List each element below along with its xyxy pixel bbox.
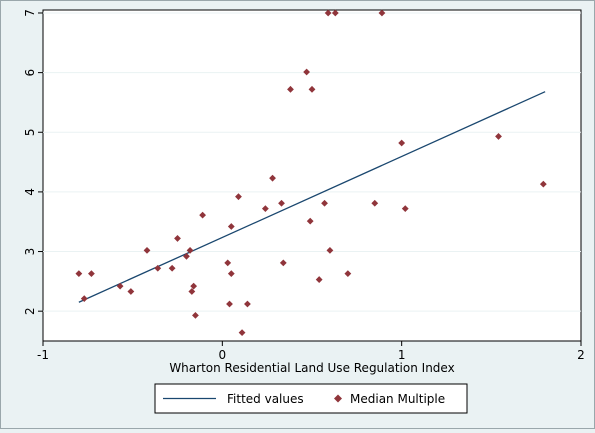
median-multiple-point: [401, 205, 409, 212]
y-tick-label: 3: [23, 248, 37, 256]
median-multiple-point: [495, 133, 502, 140]
axis-layer: 2 3 4 5 6 7 -1 0 1 2: [23, 9, 585, 362]
median-multiple-point: [287, 85, 294, 93]
plot-area: [42, 9, 582, 342]
median-multiple-point: [143, 246, 151, 254]
y-tick-label: 2: [23, 307, 37, 315]
y-tick-label: 7: [23, 9, 37, 17]
median-multiple-point: [174, 235, 181, 242]
median-multiple-point: [371, 199, 379, 207]
median-multiple-point: [278, 199, 285, 207]
median-multiple-point: [539, 180, 547, 188]
median-multiple-point: [154, 264, 162, 272]
median-multiple-point: [303, 68, 311, 76]
median-multiple-point: [331, 9, 339, 17]
median-multiple-point: [306, 217, 314, 225]
median-multiple-point: [321, 199, 328, 207]
median-multiple-point: [88, 270, 95, 278]
median-multiple-point: [324, 9, 332, 17]
median-multiple-point: [183, 252, 190, 260]
median-multiple-point: [308, 85, 316, 93]
median-multiple-point: [127, 288, 135, 295]
median-multiple-point: [244, 300, 251, 308]
median-multiple-point: [344, 270, 352, 278]
median-multiple-point: [279, 259, 287, 267]
y-tick-label: 6: [23, 69, 37, 77]
median-multiple-point: [326, 246, 334, 254]
median-multiple-point: [168, 264, 176, 272]
median-multiple-point: [227, 270, 235, 278]
median-multiple-point: [238, 329, 246, 337]
median-multiple-point: [378, 9, 386, 17]
x-tick-label: 2: [577, 348, 585, 362]
x-tick-label: 1: [398, 348, 406, 362]
x-axis-title: Wharton Residential Land Use Regulation …: [169, 361, 454, 375]
median-multiple-point: [80, 295, 88, 303]
legend-diamond-marker-swatch: [334, 394, 342, 403]
x-tick-label: 0: [219, 348, 227, 362]
x-tick-label: -1: [37, 348, 49, 362]
grid-layer: [43, 12, 581, 312]
y-tick-label: 4: [23, 188, 37, 196]
median-multiple-point: [235, 193, 242, 201]
median-multiple-point: [315, 276, 323, 283]
legend-label-median-multiple: Median Multiple: [350, 392, 445, 406]
median-multiple-point: [188, 288, 196, 295]
median-multiple-point: [398, 139, 406, 147]
median-multiple-point: [192, 311, 199, 319]
series-layer: [75, 9, 547, 337]
y-tick-label: 5: [23, 128, 37, 136]
median-multiple-point: [75, 270, 83, 278]
median-multiple-point: [199, 211, 207, 219]
legend: Fitted values Median Multiple: [154, 383, 468, 414]
median-multiple-point: [269, 174, 276, 182]
median-multiple-point: [190, 282, 198, 290]
median-multiple-point: [186, 246, 194, 254]
legend-label-fitted-values: Fitted values: [227, 392, 304, 406]
median-multiple-point: [224, 259, 232, 267]
median-multiple-point: [227, 223, 235, 230]
median-multiple-point: [261, 205, 269, 212]
median-multiple-point: [226, 300, 233, 308]
median-multiple-point: [116, 282, 124, 290]
